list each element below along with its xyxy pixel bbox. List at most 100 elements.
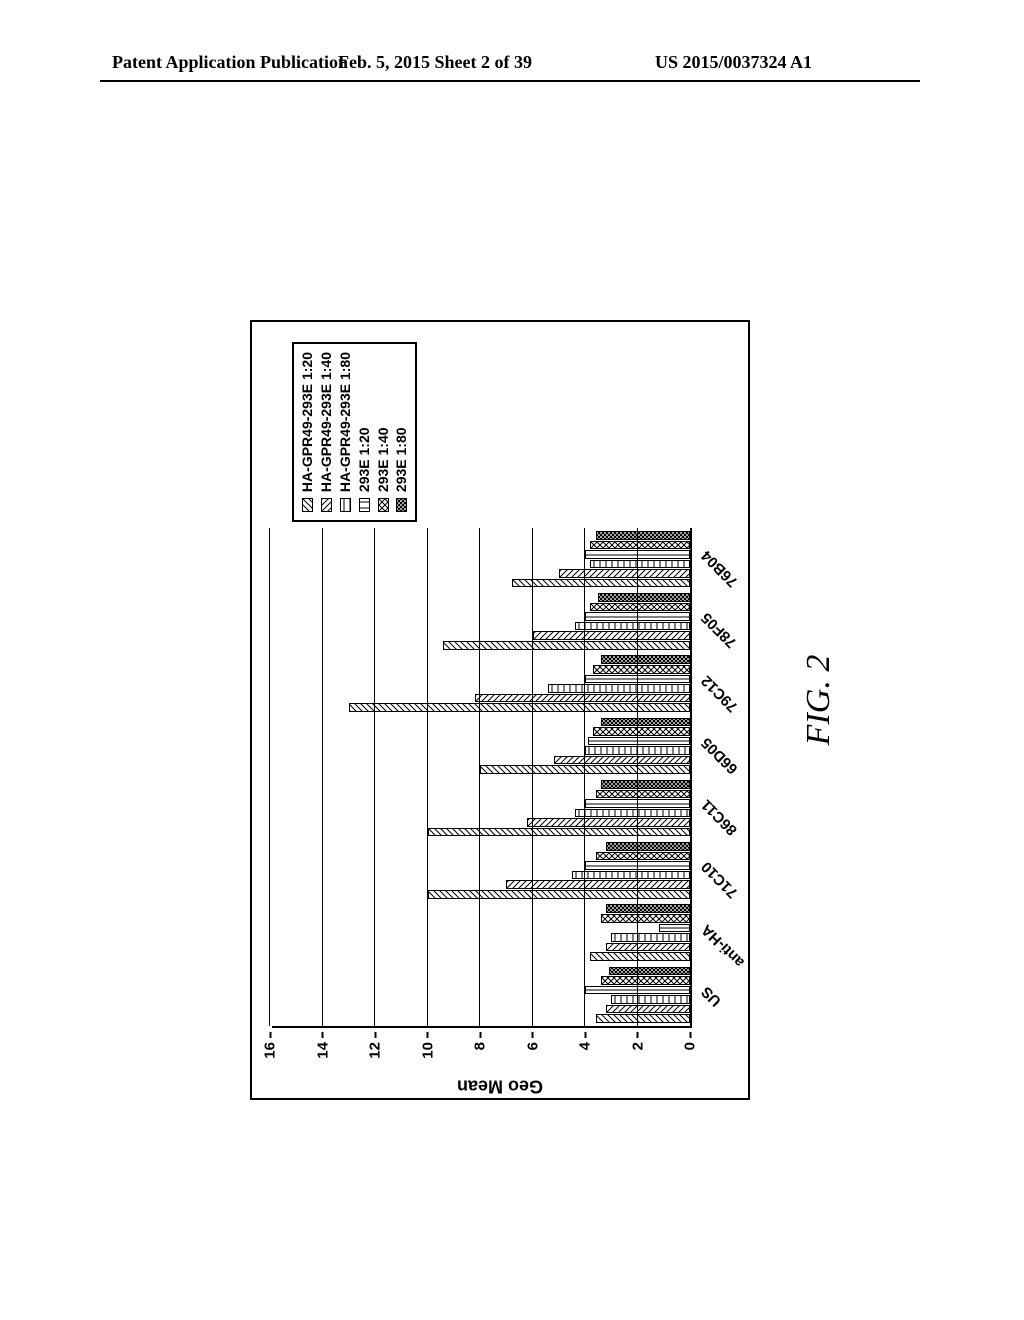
bar <box>527 818 690 827</box>
bar <box>349 703 690 712</box>
bar-group: 71C10 <box>272 839 690 901</box>
bar-group: US <box>272 964 690 1026</box>
figure-caption: FIG. 2 <box>800 655 838 746</box>
header-rule <box>100 80 920 82</box>
bar <box>590 603 690 612</box>
bar <box>572 871 690 880</box>
header-center: Feb. 5, 2015 Sheet 2 of 39 <box>338 52 532 73</box>
bar <box>585 746 690 755</box>
bar <box>601 655 690 664</box>
bar <box>606 904 690 913</box>
legend-row: HA-GPR49-293E 1:80 <box>336 352 355 512</box>
bar <box>585 612 690 621</box>
legend-row: 293E 1:20 <box>355 352 374 512</box>
bar <box>601 914 690 923</box>
bar <box>575 622 691 631</box>
legend: HA-GPR49-293E 1:20HA-GPR49-293E 1:40HA-G… <box>292 342 417 522</box>
legend-label: 293E 1:40 <box>374 427 393 492</box>
bar <box>533 631 691 640</box>
bar-group: 86C11 <box>272 777 690 839</box>
x-label: 79C12 <box>698 672 741 715</box>
bar <box>606 842 690 851</box>
figure-rotated: Geo Mean 0246810121416 USanti-HA71C1086C… <box>100 180 920 1220</box>
bar <box>585 799 690 808</box>
bar <box>512 579 691 588</box>
bar <box>428 890 691 899</box>
x-label: 66D05 <box>698 734 741 777</box>
legend-row: HA-GPR49-293E 1:40 <box>317 352 336 512</box>
gridline <box>269 528 270 1026</box>
bar <box>554 756 691 765</box>
y-tick: 10 <box>419 1026 436 1059</box>
bar <box>590 560 690 569</box>
bar <box>588 737 690 746</box>
y-tick: 16 <box>262 1026 279 1059</box>
bar <box>480 765 690 774</box>
legend-row: 293E 1:40 <box>374 352 393 512</box>
bar-group: anti-HA <box>272 902 690 964</box>
legend-swatch <box>396 498 407 512</box>
bar <box>611 933 690 942</box>
bar <box>601 780 690 789</box>
x-label: 76B04 <box>698 547 741 590</box>
x-label: anti-HA <box>698 921 748 971</box>
bar <box>611 995 690 1004</box>
bar <box>590 541 690 550</box>
bar <box>606 943 690 952</box>
bar <box>659 924 691 933</box>
bar <box>559 569 690 578</box>
bar <box>428 828 691 837</box>
legend-row: 293E 1:80 <box>392 352 411 512</box>
bar <box>548 684 690 693</box>
legend-label: HA-GPR49-293E 1:20 <box>298 352 317 492</box>
bar-groups: USanti-HA71C1086C1166D0579C1278F0576B04 <box>272 528 690 1026</box>
legend-swatch <box>302 498 313 512</box>
y-tick: 0 <box>682 1026 699 1050</box>
bar <box>593 727 690 736</box>
legend-swatch <box>321 498 332 512</box>
bar <box>585 986 690 995</box>
legend-label: 293E 1:20 <box>355 427 374 492</box>
bar <box>606 1005 690 1014</box>
header-right: US 2015/0037324 A1 <box>655 52 812 73</box>
legend-row: HA-GPR49-293E 1:20 <box>298 352 317 512</box>
y-tick: 12 <box>367 1026 384 1059</box>
legend-label: HA-GPR49-293E 1:80 <box>336 352 355 492</box>
bar-group: 78F05 <box>272 590 690 652</box>
x-label: 86C11 <box>698 796 741 839</box>
legend-swatch <box>340 498 351 512</box>
y-tick: 8 <box>472 1026 489 1050</box>
bar <box>596 790 691 799</box>
plot-area: 0246810121416 USanti-HA71C1086C1166D0579… <box>272 528 692 1028</box>
bar <box>596 1014 691 1023</box>
bar <box>601 718 690 727</box>
x-label: 71C10 <box>698 858 741 901</box>
bar <box>475 694 690 703</box>
bar <box>585 675 690 684</box>
bar <box>590 952 690 961</box>
y-tick: 14 <box>314 1026 331 1059</box>
y-tick: 6 <box>524 1026 541 1050</box>
bar <box>443 641 690 650</box>
bar <box>575 809 691 818</box>
bar <box>609 967 690 976</box>
x-label: 78F05 <box>698 609 740 651</box>
bar <box>585 550 690 559</box>
bar <box>601 976 690 985</box>
bar <box>593 665 690 674</box>
bar-group: 66D05 <box>272 715 690 777</box>
chart-frame: Geo Mean 0246810121416 USanti-HA71C1086C… <box>250 320 750 1100</box>
bar <box>598 593 690 602</box>
y-tick: 4 <box>577 1026 594 1050</box>
header-left: Patent Application Publication <box>112 52 348 73</box>
bar <box>596 531 691 540</box>
bar <box>585 861 690 870</box>
y-tick: 2 <box>629 1026 646 1050</box>
x-label: US <box>698 983 725 1010</box>
bar-group: 79C12 <box>272 653 690 715</box>
figure-stage: Geo Mean 0246810121416 USanti-HA71C1086C… <box>100 180 920 1220</box>
y-axis-title: Geo Mean <box>457 1076 543 1097</box>
legend-swatch <box>359 498 370 512</box>
bar <box>506 880 690 889</box>
bar-group: 76B04 <box>272 528 690 590</box>
